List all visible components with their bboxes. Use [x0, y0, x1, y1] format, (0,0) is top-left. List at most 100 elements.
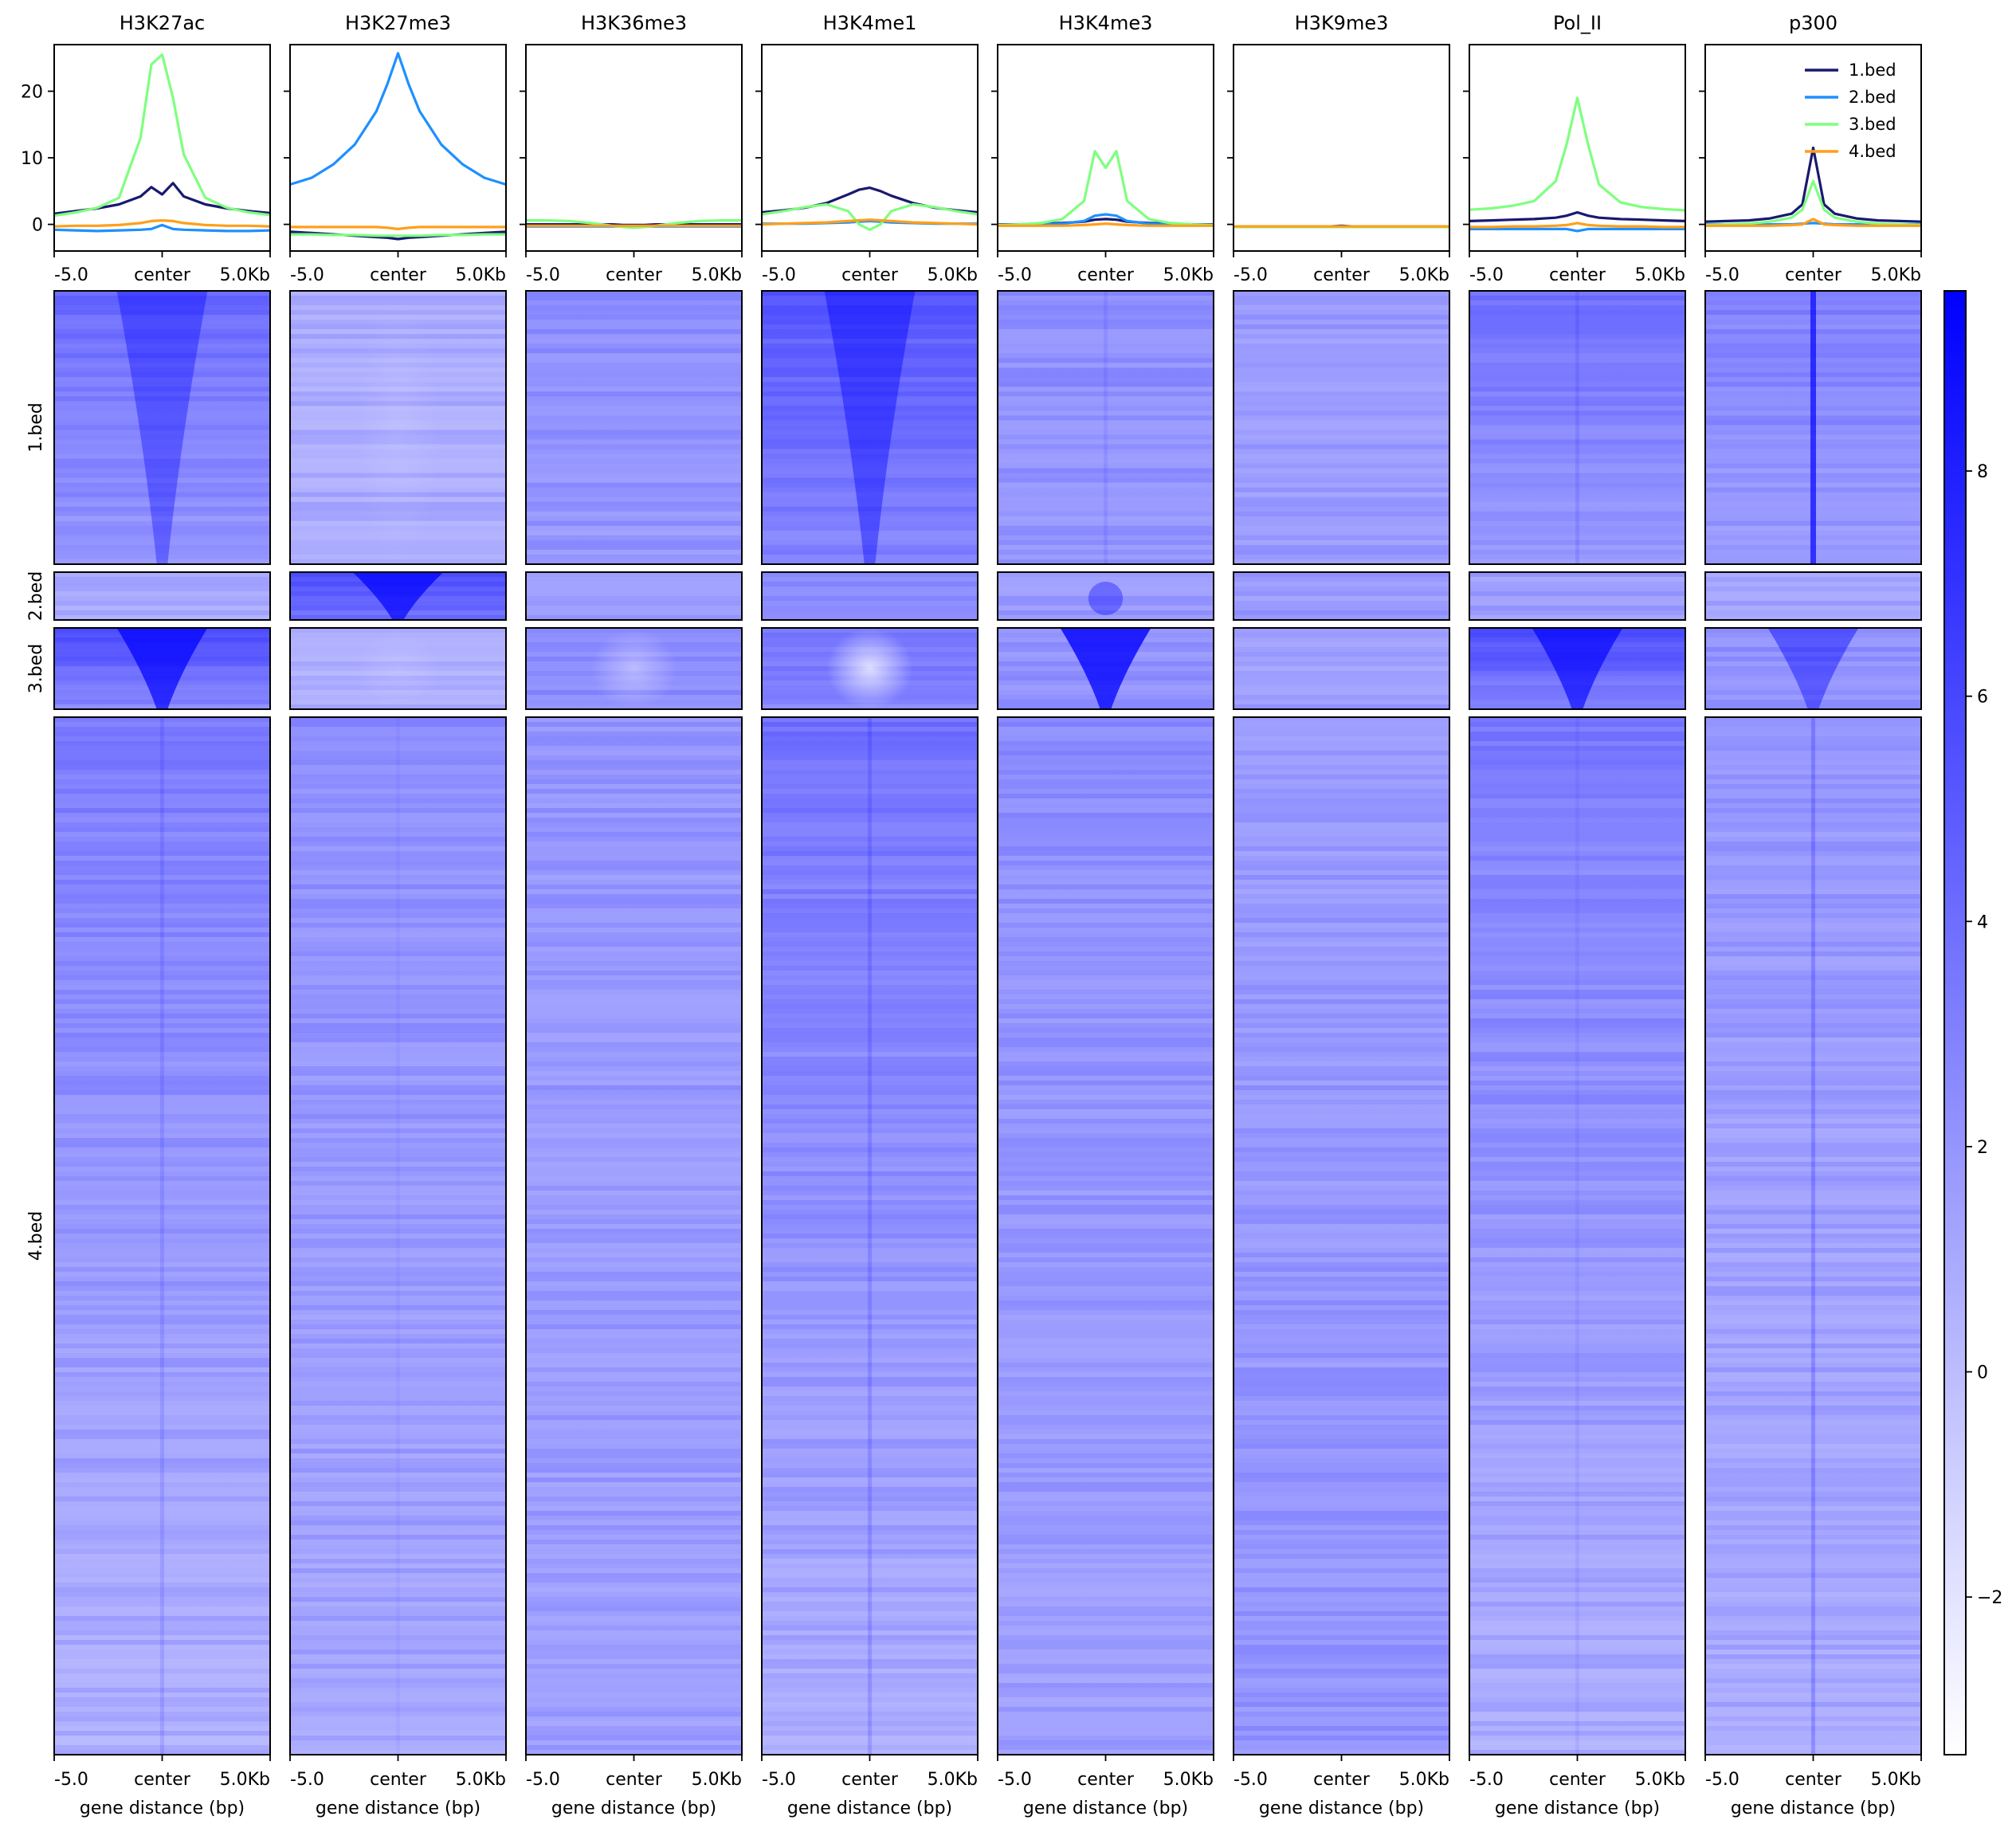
heatmap-row — [526, 1009, 742, 1014]
heatmap-row — [54, 1167, 270, 1171]
heatmap-row — [526, 1061, 742, 1066]
profile-ytick-label: 10 — [21, 149, 43, 169]
heatmap-row — [998, 765, 1214, 770]
heatmap-row — [762, 1645, 978, 1650]
heatmap-row — [526, 1195, 742, 1200]
heatmap-background — [998, 717, 1214, 1755]
heatmap-row — [1705, 1320, 1921, 1324]
heatmap-row — [1234, 951, 1449, 956]
heatmap-row — [526, 1606, 742, 1611]
heatmap-center-line — [1811, 717, 1815, 1755]
heatmap-row — [290, 727, 506, 732]
heatmap-row — [1234, 324, 1449, 330]
heatmap-row — [998, 396, 1214, 402]
heatmap-row — [998, 343, 1214, 349]
heatmap-row — [1469, 1721, 1685, 1726]
heatmap-row — [526, 942, 742, 947]
heatmap-row — [998, 928, 1214, 932]
heatmap-row — [1705, 1348, 1921, 1353]
heatmap-row — [290, 1401, 506, 1406]
heatmap-row — [526, 932, 742, 937]
heatmap-row — [998, 1597, 1214, 1602]
heatmap-row — [1234, 1210, 1449, 1214]
heatmap-row — [1705, 1372, 1921, 1377]
heatmap-row — [54, 1047, 270, 1052]
heatmap-row — [290, 1635, 506, 1640]
heatmap-xtick-label: center — [370, 1770, 427, 1790]
heatmap-row — [1705, 913, 1921, 918]
heatmap-frame — [997, 290, 1214, 565]
heatmap-row — [1234, 1583, 1449, 1587]
heatmap-row — [762, 1372, 978, 1377]
heatmap-row — [526, 596, 742, 601]
heatmap-row — [998, 348, 1214, 354]
heatmap-row — [290, 1176, 506, 1181]
heatmap-row — [1705, 1138, 1921, 1143]
heatmap-row — [998, 755, 1214, 760]
heatmap-row — [1234, 1248, 1449, 1253]
heatmap-row — [526, 1583, 742, 1587]
heatmap-row — [1469, 1104, 1685, 1109]
heatmap-row — [762, 775, 978, 779]
heatmap-row — [1234, 1621, 1449, 1626]
heatmap-row — [290, 1540, 506, 1544]
heatmap-row — [1234, 1664, 1449, 1669]
heatmap-row — [998, 1047, 1214, 1052]
heatmap-row — [762, 1004, 978, 1009]
heatmap-row — [526, 1697, 742, 1702]
heatmap-row — [526, 1085, 742, 1090]
heatmap-row — [998, 1492, 1214, 1497]
heatmap-row — [1469, 601, 1685, 606]
column-title-p300: p300 — [1789, 12, 1838, 34]
heatmap-pol-ii-1-bed — [1469, 290, 1686, 565]
heatmap-row — [526, 1262, 742, 1267]
heatmap-frame — [289, 571, 507, 621]
heatmap-row — [762, 1712, 978, 1716]
heatmap-pol-ii-2-bed — [1469, 571, 1686, 621]
heatmap-row — [1469, 1587, 1685, 1592]
heatmap-row — [1234, 1511, 1449, 1516]
heatmap-row — [998, 1549, 1214, 1554]
heatmap-row — [1234, 453, 1449, 459]
legend-label-4-bed: 4.bed — [1849, 142, 1896, 161]
heatmap-row — [290, 956, 506, 961]
heatmap-row — [1234, 1052, 1449, 1057]
heatmap-row — [526, 827, 742, 832]
heatmap-row — [762, 1061, 978, 1066]
heatmap-row — [526, 803, 742, 808]
heatmap-row — [526, 339, 742, 344]
heatmap-row — [1705, 601, 1921, 606]
heatmap-row — [998, 372, 1214, 378]
heatmap-row — [526, 1463, 742, 1468]
heatmap-row — [1469, 1659, 1685, 1664]
heatmap-row — [1469, 1740, 1685, 1745]
heatmap-row — [1705, 1277, 1921, 1281]
heatmap-row — [1705, 1721, 1921, 1726]
heatmap-row — [526, 885, 742, 889]
heatmap-row — [526, 473, 742, 478]
heatmap-row — [998, 1181, 1214, 1186]
heatmap-row — [526, 913, 742, 918]
heatmap-background — [1234, 291, 1449, 564]
heatmap-row — [526, 798, 742, 803]
heatmap-row — [1234, 1358, 1449, 1363]
heatmap-row — [1469, 1176, 1685, 1181]
heatmap-row — [526, 1176, 742, 1181]
heatmap-center-enrichment — [1532, 628, 1623, 709]
heatmap-background — [1705, 717, 1921, 1755]
heatmap-row — [762, 1210, 978, 1214]
heatmap-row — [762, 894, 978, 899]
heatmap-row — [526, 1740, 742, 1745]
heatmap-h3k9me3-3-bed — [1233, 627, 1450, 710]
heatmap-background — [1469, 291, 1685, 564]
heatmap-row — [1469, 610, 1685, 615]
heatmap-row — [1705, 1224, 1921, 1229]
heatmap-row — [1705, 822, 1921, 827]
heatmap-row — [526, 1281, 742, 1286]
heatmap-row — [998, 1434, 1214, 1439]
heatmap-row — [54, 985, 270, 990]
heatmap-row — [1234, 875, 1449, 880]
heatmap-row — [998, 736, 1214, 741]
heatmap-row — [998, 1296, 1214, 1300]
